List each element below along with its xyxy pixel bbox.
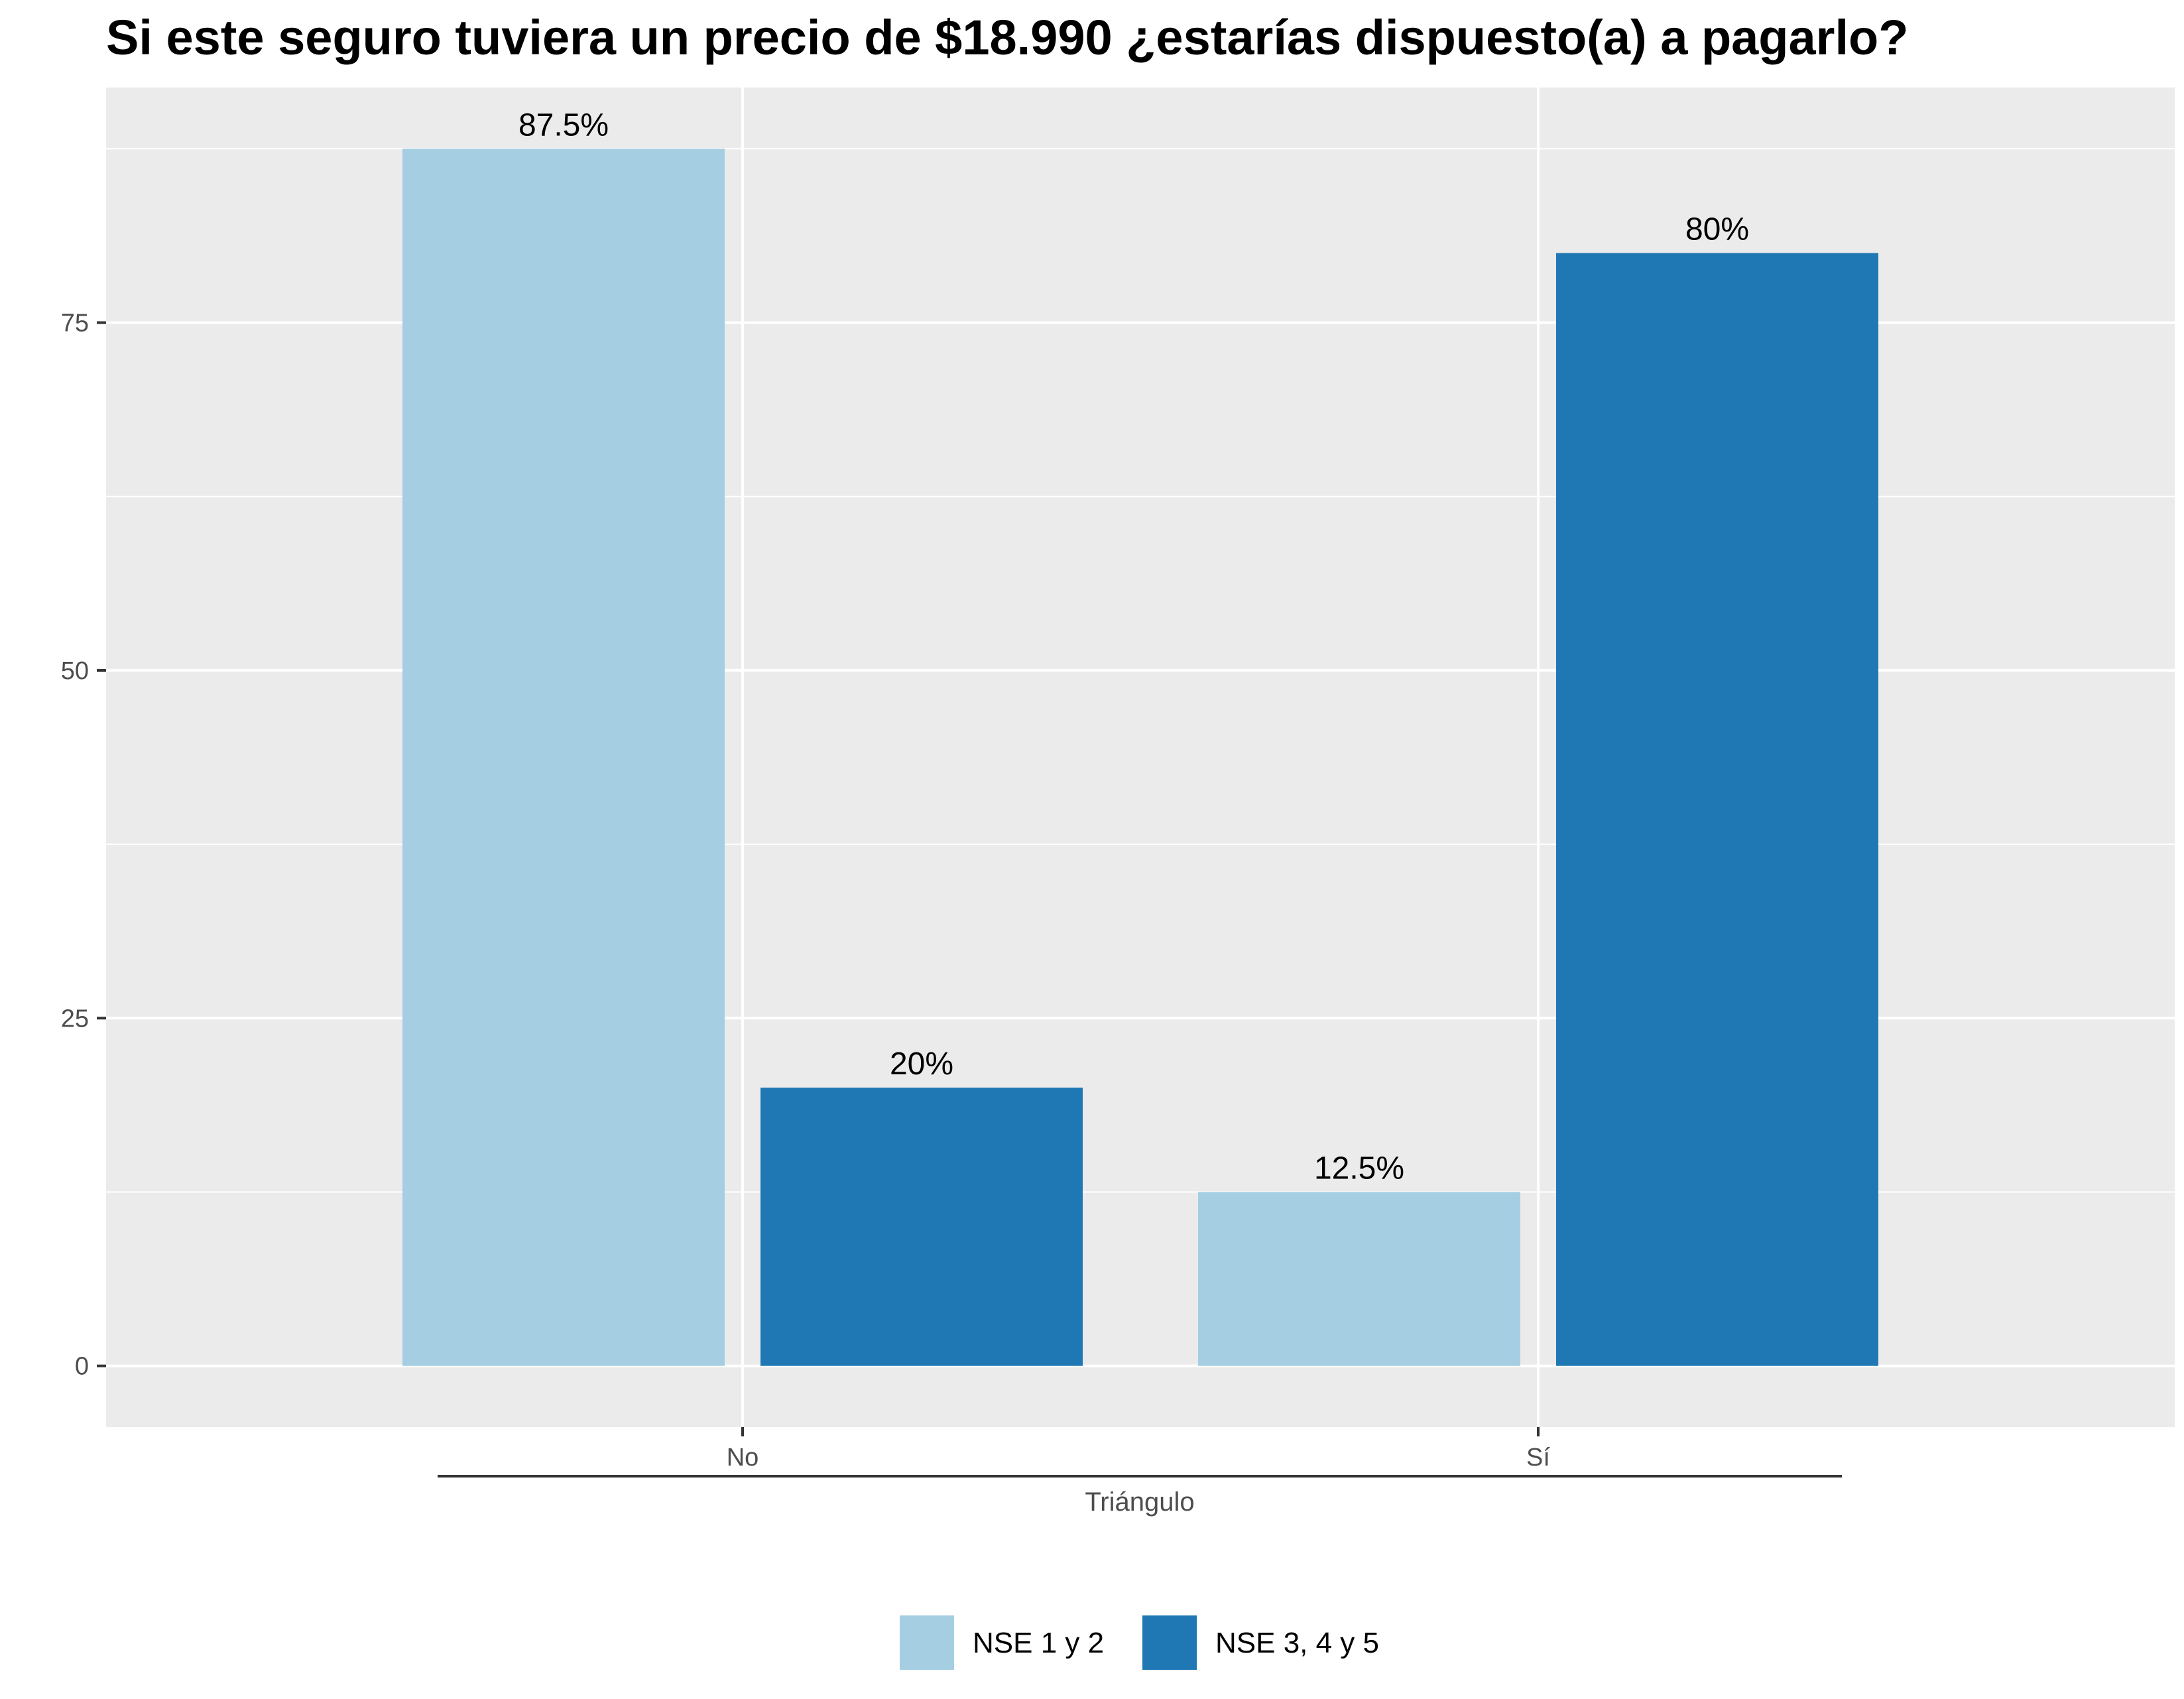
- y-axis: 0 25 50 75: [61, 309, 106, 1381]
- x-tick-label: Sí: [1526, 1444, 1550, 1472]
- x-axis-group-label: Triángulo: [1085, 1487, 1194, 1517]
- bar-nse-3-4-5-no: [760, 1088, 1083, 1366]
- y-tick-label: 75: [61, 309, 89, 337]
- legend-label: NSE 3, 4 y 5: [1215, 1627, 1379, 1659]
- bar-value-label: 12.5%: [1314, 1151, 1404, 1186]
- legend-label: NSE 1 y 2: [973, 1627, 1104, 1659]
- y-tick-label: 50: [61, 657, 89, 685]
- y-tick-label: 25: [61, 1005, 89, 1033]
- legend-key: [900, 1615, 954, 1670]
- legend-key: [1142, 1615, 1197, 1670]
- x-axis: No Sí: [727, 1427, 1550, 1472]
- chart-title: Si este seguro tuviera un precio de $18.…: [106, 10, 1908, 65]
- bar-nse-1-2-no: [402, 149, 725, 1366]
- legend: NSE 1 y 2 NSE 3, 4 y 5: [900, 1615, 1379, 1670]
- labels-layer: 87.5% 20% 12.5% 80%: [518, 107, 1749, 1186]
- bar-nse-3-4-5-si: [1556, 253, 1878, 1366]
- bar-value-label: 80%: [1685, 212, 1749, 247]
- bar-nse-1-2-si: [1198, 1192, 1520, 1366]
- bars-layer: [402, 149, 1878, 1366]
- bar-value-label: 20%: [890, 1046, 953, 1082]
- y-tick-label: 0: [75, 1353, 89, 1381]
- bar-value-label: 87.5%: [518, 107, 609, 143]
- x-tick-label: No: [727, 1444, 759, 1472]
